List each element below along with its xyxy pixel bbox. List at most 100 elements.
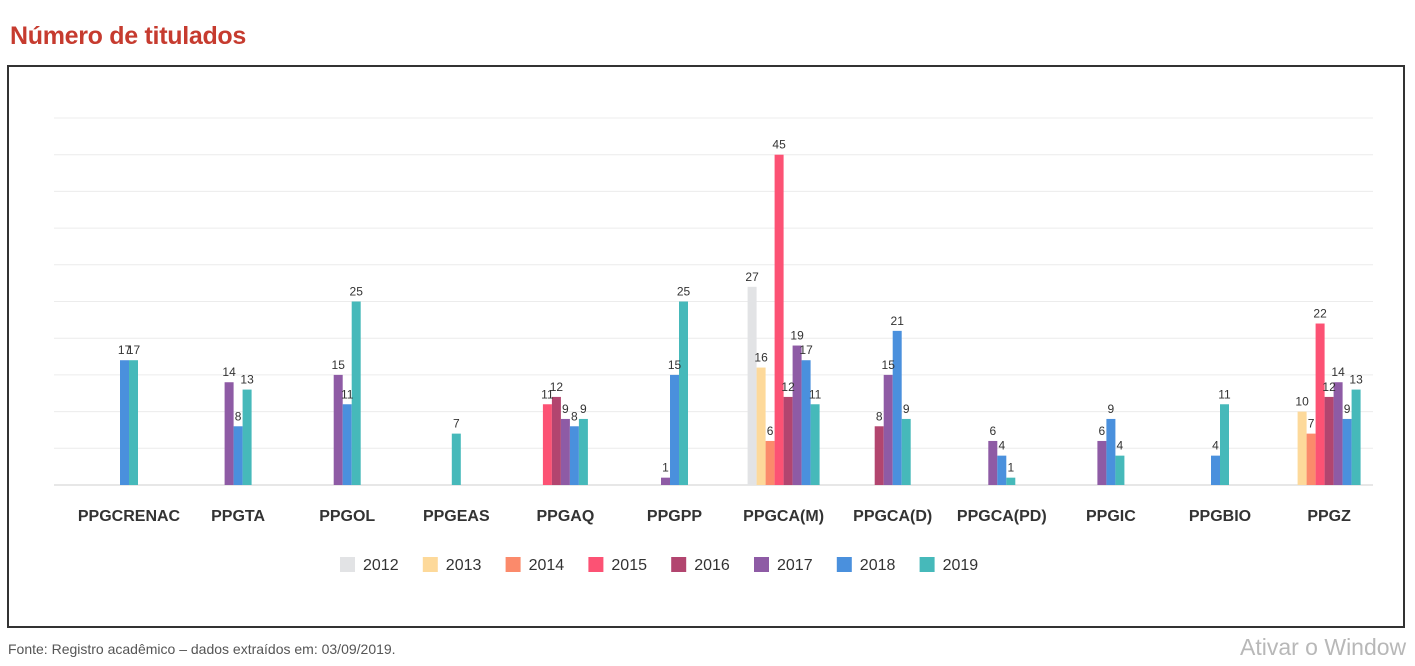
bar-ppgz-2015[interactable] <box>1315 323 1325 485</box>
data-label: 21 <box>891 314 905 328</box>
data-label: 22 <box>1313 307 1327 321</box>
bar-ppgca-m--2012[interactable] <box>747 286 757 485</box>
legend-item-2017[interactable]: 2017 <box>754 557 813 574</box>
bar-ppgta-2017[interactable] <box>224 382 234 485</box>
data-label: 9 <box>903 402 910 416</box>
legend-swatch <box>671 557 687 572</box>
bar-ppgz-2016[interactable] <box>1324 396 1334 485</box>
bar-ppgol-2019[interactable] <box>351 301 361 486</box>
bar-ppgaq-2019[interactable] <box>578 418 588 485</box>
category-labels: PPGCRENAC PPGTA PPGOL PPGEAS PPGAQ PPGPP PPGCA… <box>78 508 1351 525</box>
data-label: 15 <box>332 358 346 372</box>
category-label: PPGCA(M) <box>743 508 824 525</box>
data-label: 8 <box>571 409 578 423</box>
data-label: 11 <box>541 387 554 401</box>
data-label: 13 <box>240 373 254 387</box>
bar-ppgaq-2015[interactable] <box>542 404 552 485</box>
bar-ppgca-m--2017[interactable] <box>792 345 802 485</box>
data-label: 6 <box>1099 424 1106 438</box>
data-label: 9 <box>1344 402 1351 416</box>
category-label: PPGEAS <box>423 508 490 525</box>
data-label: 19 <box>790 329 804 343</box>
legend-item-2016[interactable]: 2016 <box>671 557 730 574</box>
bar-ppgcrenac-2018[interactable] <box>120 360 129 485</box>
data-label: 17 <box>127 343 141 357</box>
data-label: 27 <box>745 270 759 284</box>
bar-ppgbio-2018[interactable] <box>1211 455 1220 485</box>
bar-ppgz-2014[interactable] <box>1306 433 1316 485</box>
data-label: 16 <box>754 351 768 365</box>
bar-ppgta-2019[interactable] <box>242 389 252 485</box>
legend-item-2012[interactable]: 2012 <box>340 557 399 574</box>
bar-ppgca-d--2016[interactable] <box>874 426 884 485</box>
legend-swatch <box>505 557 521 572</box>
bars <box>120 154 1361 486</box>
bar-ppgca-m--2014[interactable] <box>765 440 775 485</box>
bar-ppgaq-2017[interactable] <box>560 418 570 485</box>
data-label: 8 <box>876 409 883 423</box>
bar-ppgta-2018[interactable] <box>233 426 243 485</box>
page-title: Número de titulados <box>10 22 246 50</box>
data-label: 4 <box>1212 439 1219 453</box>
category-label: PPGCRENAC <box>78 508 181 525</box>
data-label: 11 <box>809 387 822 401</box>
data-label: 25 <box>350 285 364 299</box>
bar-ppgaq-2016[interactable] <box>551 396 561 485</box>
bar-ppgpp-2017[interactable] <box>661 477 670 485</box>
bar-ppgol-2018[interactable] <box>342 404 352 485</box>
category-label: PPGCA(PD) <box>957 508 1047 525</box>
bar-ppgcrenac-2019[interactable] <box>129 360 138 485</box>
data-label: 4 <box>998 439 1005 453</box>
bar-ppgca-m--2013[interactable] <box>756 367 766 485</box>
legend-label: 2012 <box>363 557 399 574</box>
data-label: 13 <box>1349 373 1363 387</box>
legend-item-2013[interactable]: 2013 <box>422 557 482 574</box>
data-label: 9 <box>1108 402 1115 416</box>
source-note: Fonte: Registro acadêmico – dados extraí… <box>8 641 396 657</box>
bar-ppgca-m--2015[interactable] <box>774 154 784 485</box>
bar-ppgic-2019[interactable] <box>1115 455 1125 485</box>
bar-ppgz-2013[interactable] <box>1297 411 1307 485</box>
bar-ppgca-pd--2017[interactable] <box>988 440 998 485</box>
data-label: 25 <box>677 285 691 299</box>
bar-ppgz-2019[interactable] <box>1351 389 1361 485</box>
legend-label: 2019 <box>943 557 979 574</box>
bar-ppgca-m--2018[interactable] <box>801 360 811 485</box>
bar-ppgpp-2019[interactable] <box>679 301 688 486</box>
bar-ppgol-2017[interactable] <box>333 374 343 485</box>
bar-ppgeas-2019[interactable] <box>451 433 461 485</box>
bar-ppgz-2017[interactable] <box>1333 382 1343 485</box>
legend[interactable]: 2012 2013 2014 2015 2016 2017 2018 2019 <box>340 557 978 574</box>
legend-item-2014[interactable]: 2014 <box>505 557 565 574</box>
legend-item-2015[interactable]: 2015 <box>588 557 647 574</box>
legend-label: 2016 <box>694 557 730 574</box>
bar-chart: 1717148131511257111298911525271664512191… <box>54 117 1373 574</box>
bar-ppgbio-2019[interactable] <box>1220 404 1229 485</box>
activation-watermark: Ativar o Window <box>1240 634 1407 660</box>
data-label: 12 <box>1322 380 1336 394</box>
legend-swatch <box>340 557 355 572</box>
bar-ppgic-2017[interactable] <box>1097 440 1107 485</box>
bar-ppgaq-2018[interactable] <box>569 426 579 485</box>
bar-ppgca-d--2018[interactable] <box>892 330 902 485</box>
bar-ppgz-2018[interactable] <box>1342 418 1352 485</box>
bar-ppgca-m--2016[interactable] <box>783 396 793 485</box>
bar-ppgca-d--2017[interactable] <box>883 374 893 485</box>
data-label: 11 <box>1218 387 1231 401</box>
legend-item-2019[interactable]: 2019 <box>919 557 979 574</box>
bar-ppgpp-2018[interactable] <box>670 374 679 485</box>
data-label: 11 <box>341 387 354 401</box>
bar-ppgca-m--2019[interactable] <box>810 404 820 485</box>
legend-label: 2015 <box>611 557 647 574</box>
category-label: PPGTA <box>211 508 265 525</box>
data-label: 12 <box>781 380 795 394</box>
bar-ppgca-d--2019[interactable] <box>901 418 911 485</box>
data-label: 9 <box>580 402 587 416</box>
bar-ppgca-pd--2019[interactable] <box>1006 477 1016 485</box>
data-label: 17 <box>799 343 813 357</box>
legend-item-2018[interactable]: 2018 <box>836 557 896 574</box>
bar-ppgic-2018[interactable] <box>1106 418 1116 485</box>
data-label: 7 <box>453 417 460 431</box>
bar-ppgca-pd--2018[interactable] <box>997 455 1007 485</box>
data-label: 17 <box>118 343 132 357</box>
